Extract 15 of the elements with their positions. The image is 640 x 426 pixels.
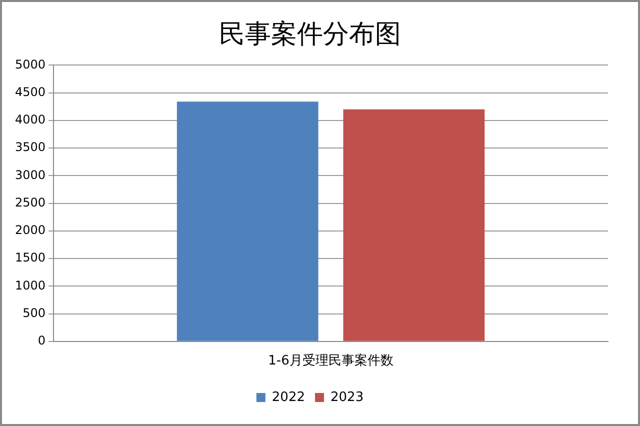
y-tick-label: 0: [38, 334, 46, 348]
x-tick-label: 1-6月受理民事案件数: [268, 352, 394, 369]
y-tick-label: 1500: [14, 250, 46, 265]
chart-title: 民事案件分布图: [219, 19, 401, 50]
y-tick-label: 5000: [14, 57, 46, 72]
y-tick-label: 4500: [14, 84, 46, 99]
y-tick-label: 2500: [14, 195, 46, 210]
y-tick-label: 500: [22, 306, 46, 320]
y-tick-label: 1000: [14, 278, 46, 292]
y-tick-label: 3500: [14, 140, 46, 154]
y-tick-label: 4000: [14, 112, 46, 127]
legend-label: 2022: [272, 390, 306, 405]
y-tick-label: 2000: [14, 223, 46, 238]
legend-label: 2023: [330, 390, 364, 405]
y-tick-label: 3000: [14, 168, 46, 182]
